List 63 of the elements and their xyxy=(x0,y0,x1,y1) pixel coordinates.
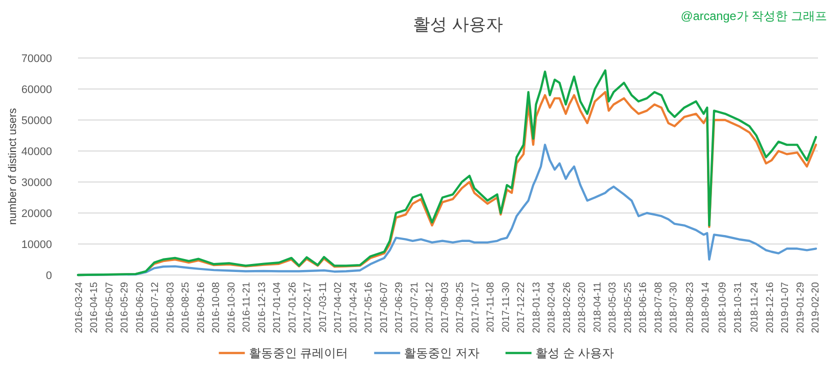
x-tick-label: 2018-07-30 xyxy=(668,282,680,334)
x-tick-label: 2017-02-17 xyxy=(302,282,314,334)
legend-label: 활동중인 저자 xyxy=(404,346,480,360)
x-tick-label: 2017-11-30 xyxy=(500,282,512,332)
x-tick-label: 2016-10-30 xyxy=(226,282,238,334)
x-tick-label: 2018-03-20 xyxy=(577,282,588,334)
x-tick-label: 2018-09-14 xyxy=(700,282,712,334)
x-tick-label: 2018-01-13 xyxy=(531,282,542,334)
x-tick-label: 2016-03-24 xyxy=(74,282,85,334)
x-tick-label: 2018-05-25 xyxy=(622,282,634,334)
legend-label: 활동중인 큐레이터 xyxy=(248,346,348,360)
x-tick-label: 2018-06-16 xyxy=(638,282,650,334)
x-tick-label: 2019-01-29 xyxy=(795,282,806,334)
x-tick-label: 2017-10-17 xyxy=(470,282,482,334)
x-tick-label: 2017-09-25 xyxy=(455,282,466,334)
x-tick-label: 2016-08-25 xyxy=(180,282,192,334)
x-tick-label: 2017-09-03 xyxy=(440,282,451,334)
y-tick-label: 30000 xyxy=(21,177,52,189)
x-tick-label: 2019-01-07 xyxy=(780,282,792,334)
x-tick-label: 2018-10-09 xyxy=(718,282,729,334)
y-tick-label: 10000 xyxy=(21,239,52,251)
x-tick-label: 2018-02-26 xyxy=(562,282,573,334)
x-tick-label: 2017-06-07 xyxy=(378,282,390,334)
x-tick-label: 2016-10-08 xyxy=(211,282,222,334)
x-tick-label: 2016-11-21 xyxy=(242,282,253,332)
legend-label: 활성 순 사용자 xyxy=(536,346,614,360)
x-tick-label: 2018-11-24 xyxy=(750,282,761,332)
x-tick-label: 2018-04-11 xyxy=(592,282,604,332)
x-tick-label: 2016-08-03 xyxy=(165,282,176,334)
x-tick-label: 2016-05-07 xyxy=(104,282,116,334)
y-tick-label: 20000 xyxy=(21,208,52,220)
x-tick-label: 2017-05-16 xyxy=(364,282,375,334)
y-tick-label: 50000 xyxy=(21,115,52,127)
x-tick-label: 2018-08-23 xyxy=(685,282,696,334)
y-axis-title: number of distinct users xyxy=(7,108,19,225)
text: @arcange가 작성한 그래프 xyxy=(680,9,827,23)
x-tick-label: 2017-08-12 xyxy=(424,282,436,334)
x-tick-label: 2017-03-11 xyxy=(318,282,329,332)
x-tick-label: 2018-12-16 xyxy=(764,282,776,334)
x-tick-label: 2016-06-20 xyxy=(134,282,146,334)
x-tick-label: 2016-09-16 xyxy=(196,282,207,334)
x-tick-label: 2017-04-02 xyxy=(333,282,344,334)
y-tick-label: 60000 xyxy=(21,84,52,96)
x-tick-label: 2017-04-24 xyxy=(348,282,360,334)
x-tick-label: 2016-05-29 xyxy=(120,282,131,334)
y-tick-label: 0 xyxy=(46,270,52,282)
x-tick-label: 2017-07-21 xyxy=(409,282,420,334)
x-tick-label: 2017-01-04 xyxy=(272,282,284,334)
x-tick-label: 2017-11-08 xyxy=(486,282,497,332)
x-tick-label: 2016-12-13 xyxy=(256,282,268,334)
x-tick-label: 2016-04-15 xyxy=(89,282,100,334)
x-tick-label: 2018-02-04 xyxy=(546,282,558,334)
x-tick-label: 2017-01-26 xyxy=(287,282,298,334)
x-tick-label: 2018-07-08 xyxy=(653,282,664,334)
x-tick-label: 2019-02-20 xyxy=(810,282,822,334)
y-tick-label: 70000 xyxy=(21,53,52,65)
x-tick-label: 2017-06-29 xyxy=(394,282,406,334)
y-tick-label: 40000 xyxy=(21,146,52,158)
x-tick-label: 2016-07-12 xyxy=(150,282,162,334)
x-tick-label: 2017-12-22 xyxy=(516,282,528,334)
x-tick-label: 2018-10-31 xyxy=(732,282,744,334)
chart-title: 활성 사용자 xyxy=(413,15,503,34)
x-tick-label: 2018-05-03 xyxy=(608,282,619,334)
